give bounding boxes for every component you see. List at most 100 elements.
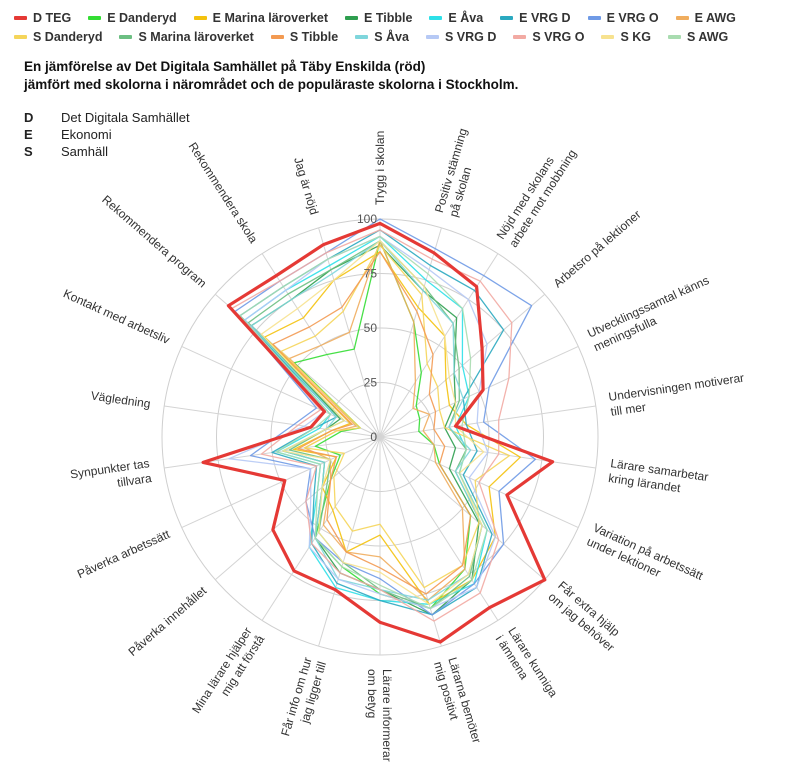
legend-swatch	[88, 15, 102, 20]
grid-spoke	[181, 436, 381, 529]
legend-item[interactable]: S Danderyd	[14, 30, 102, 44]
category-label-group: Påverka innehållet	[125, 583, 209, 659]
grid-spoke	[261, 436, 381, 621]
category-label-group: Lärare kunnigai ämnena	[493, 625, 561, 708]
category-label-group: Variation på arbetssättunder lektioner	[585, 521, 706, 597]
legend-item[interactable]: S KG	[601, 30, 651, 44]
category-label: Vägledning	[90, 389, 151, 411]
grid-spoke	[181, 345, 381, 438]
legend-label: S VRG D	[444, 29, 497, 44]
radial-tick-label: 100	[357, 212, 377, 226]
category-label-group: Får extra hjälpom jag behöver	[545, 578, 627, 654]
series-line	[272, 251, 472, 595]
legend-item[interactable]: S VRG D	[425, 29, 497, 44]
legend-swatch	[425, 34, 439, 39]
series-line	[231, 229, 513, 622]
abbreviation-text: Samhäll	[61, 144, 108, 159]
category-label: Lärare samarbetarkring lärandet	[607, 456, 709, 499]
series-line	[260, 240, 485, 605]
grid-spoke	[214, 436, 381, 581]
category-label: Lärare kunnigai ämnena	[493, 625, 561, 708]
category-label: Jag är nöjd	[291, 155, 321, 216]
series-line	[288, 240, 466, 601]
abbreviation-row: S Samhäll	[24, 143, 190, 160]
category-label-group: Lärare informerarom betyg	[365, 669, 394, 762]
legend-item[interactable]: E AWG	[675, 10, 736, 25]
legend-swatch	[429, 15, 443, 20]
category-label: Trygg i skolan	[373, 131, 387, 205]
abbreviation-text: Ekonomi	[61, 127, 112, 142]
legend-item[interactable]: E VRG D	[500, 11, 571, 25]
legend: D TEG E Danderyd E Marina läroverket E Tibb…	[14, 8, 784, 46]
category-label-group: Trygg i skolan	[373, 131, 387, 205]
series-line	[239, 235, 488, 610]
legend-swatch	[513, 34, 527, 39]
legend-item[interactable]: E Marina läroverket	[193, 10, 329, 25]
legend-item[interactable]: S Åva	[355, 30, 409, 44]
legend-item[interactable]: S Marina läroverket	[119, 30, 254, 44]
category-label: Synpunkter tastillvara	[69, 456, 153, 496]
category-label: Får info om hurjag ligger till	[278, 656, 329, 742]
legend-item[interactable]: S VRG O	[513, 30, 584, 44]
legend-label: E Marina läroverket	[212, 10, 329, 25]
title-line-1: En jämförelse av Det Digitala Samhället …	[24, 59, 426, 74]
category-label: Nöjd med skolansarbete mot mobbning	[494, 139, 580, 250]
category-label-group: Kontakt med arbetsliv	[61, 286, 172, 347]
legend-swatch	[119, 34, 133, 39]
grid-spoke	[379, 436, 442, 647]
abbreviation-list: D Det Digitala Samhället E Ekonomi S Sam…	[24, 109, 190, 160]
abbreviation-key: S	[24, 144, 33, 159]
category-label-group: Jag är nöjd	[291, 155, 321, 216]
legend-swatch	[601, 34, 615, 39]
category-label-group: Utvecklingssamtal kännsmeningsfulla	[585, 273, 717, 354]
legend-item[interactable]: S AWG	[668, 30, 728, 44]
category-label-group: Mina lärare hjälpermig att förstå	[189, 624, 267, 724]
category-label-group: Arbetsro på lektioner	[551, 207, 644, 290]
legend-label: D TEG	[33, 10, 72, 25]
legend-item[interactable]: S Tibble	[270, 30, 338, 44]
category-label: Får extra hjälpom jag behöver	[545, 578, 627, 654]
grid-spoke	[164, 405, 381, 438]
grid-spoke	[379, 405, 596, 438]
radial-tick-label: 50	[364, 321, 378, 335]
category-label: Variation på arbetssättunder lektioner	[585, 521, 706, 597]
legend-label: S VRG O	[532, 29, 585, 44]
grid-spoke	[379, 227, 442, 438]
legend-swatch	[193, 15, 207, 20]
category-label: Undervisningen motiverartill mer	[608, 371, 747, 419]
legend-label: E Danderyd	[107, 10, 177, 25]
legend-row-1: D TEG E Danderyd E Marina läroverket E Tibb…	[14, 8, 784, 27]
category-label-group: Nöjd med skolansarbete mot mobbning	[494, 139, 580, 250]
chart-title: En jämförelse av Det Digitala Samhället …	[24, 58, 518, 94]
legend-item[interactable]: E Danderyd	[88, 10, 177, 25]
legend-item[interactable]: E Åva	[429, 11, 483, 25]
legend-label: E VRG O	[606, 10, 659, 25]
legend-label: S Danderyd	[33, 29, 103, 44]
legend-label: S AWG	[687, 29, 729, 44]
radial-tick-label: 25	[364, 376, 378, 390]
category-label-group: Rekommendera program	[99, 192, 209, 290]
abbreviation-key: D	[24, 110, 34, 125]
legend-swatch	[14, 15, 27, 20]
legend-item[interactable]: D TEG	[14, 11, 71, 25]
category-label: Rekommendera skola	[186, 140, 261, 246]
category-label: Lärarna bemötermig positivt	[431, 656, 484, 749]
legend-row-2: S Danderyd S Marina läroverket S Tibble S Å…	[14, 27, 784, 46]
category-label: Arbetsro på lektioner	[551, 207, 644, 290]
legend-swatch	[355, 34, 369, 39]
category-label-group: Rekommendera skola	[186, 140, 261, 246]
legend-label: E AWG	[694, 10, 736, 25]
legend-label: E Tibble	[364, 10, 413, 25]
category-label: Mina lärare hjälpermig att förstå	[189, 624, 267, 724]
category-label: Utvecklingssamtal kännsmeningsfulla	[585, 273, 717, 354]
category-label-group: Vägledning	[90, 389, 151, 411]
category-label-group: Lärare samarbetarkring lärandet	[607, 456, 709, 499]
legend-swatch	[270, 34, 284, 39]
grid-spoke	[318, 436, 381, 647]
category-label: Lärare informerarom betyg	[365, 669, 394, 762]
legend-item[interactable]: E Tibble	[345, 11, 412, 25]
legend-swatch	[345, 15, 359, 20]
legend-label: S Åva	[374, 29, 409, 44]
legend-item[interactable]: E VRG O	[587, 10, 659, 25]
